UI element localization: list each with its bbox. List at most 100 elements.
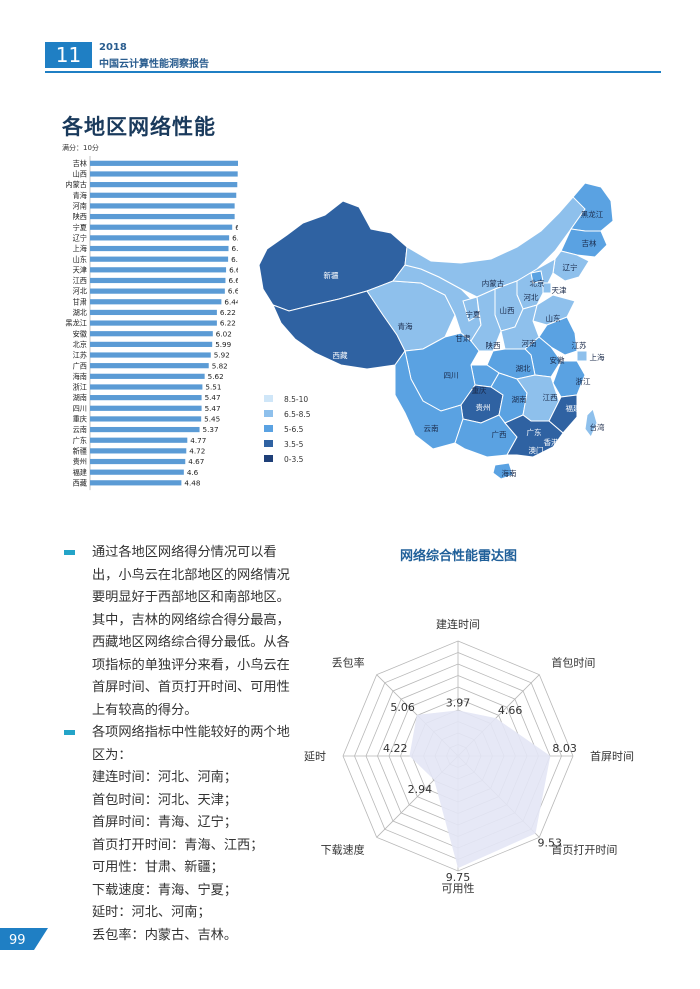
analysis-text: 通过各地区网络得分情况可以看 出，小鸟云在北部地区的网络情况 要明显好于西部地区…	[62, 542, 294, 947]
label-shanghai: 上海	[590, 352, 605, 362]
bar-value-label: 5.37	[203, 425, 219, 434]
province-beijing	[530, 270, 544, 284]
text-line: 首包时间：河北、天津；	[92, 792, 238, 808]
text-line: 要明显好于西部地区和南部地区。	[92, 590, 290, 605]
province-hainan	[492, 462, 514, 480]
label-hebei: 河北	[524, 293, 539, 302]
bar-category-label: 内蒙古	[65, 180, 87, 189]
bar-value-label: 4.67	[188, 457, 204, 466]
bar	[90, 480, 182, 486]
legend-label-4: 3.5-5	[284, 440, 304, 449]
bar-category-label: 青海	[73, 191, 87, 200]
bar-category-label: 云南	[73, 425, 87, 434]
bar	[90, 171, 238, 177]
legend-swatch-3	[264, 425, 273, 432]
bar	[90, 469, 184, 475]
legend-swatch-5	[264, 455, 273, 462]
bar-category-label: 江苏	[73, 351, 87, 360]
label-guangdong: 广东	[527, 427, 542, 437]
bar-category-label: 安徽	[73, 329, 88, 338]
page-number-background	[0, 928, 48, 950]
bar	[90, 160, 238, 166]
bar-category-label: 辽宁	[73, 233, 87, 242]
bar	[90, 352, 211, 358]
radar-axis-label: 延时	[304, 750, 326, 763]
bar-category-label: 海南	[73, 372, 87, 381]
bar	[90, 426, 200, 433]
radar-axis-label: 首页打开时间	[551, 842, 617, 856]
bar-value-label: 5.51	[205, 383, 221, 392]
section-title: 各地区网络性能	[62, 115, 216, 139]
bar-chart-subtitle: 满分：10分	[62, 143, 99, 152]
radar-axis-label: 下载速度	[321, 842, 365, 856]
bar-category-label: 黑龙江	[65, 319, 87, 328]
bar-value-label: 4.6	[187, 468, 199, 477]
label-shanxi: 山西	[500, 305, 515, 315]
header-divider	[45, 71, 661, 73]
label-shandong: 山东	[546, 313, 561, 323]
bullet-marker	[64, 550, 75, 555]
radar-value-label: 9.75	[446, 871, 471, 884]
label-shaanxi: 陕西	[486, 340, 501, 350]
text-line: 首页打开时间：青海、江西；	[92, 837, 264, 853]
map-labels: 黑龙江 吉林 辽宁 内蒙古 北京 天津 河北 山西 山东 新疆 西藏 青海 甘肃…	[324, 209, 605, 478]
bar	[90, 437, 188, 443]
map-provinces	[258, 182, 614, 480]
text-line: 出，小鸟云在北部地区的网络情况	[92, 567, 290, 583]
radar-value-label: 9.53	[537, 836, 562, 849]
label-hubei: 湖北	[516, 364, 531, 373]
bar	[90, 224, 233, 230]
label-jiangsu: 江苏	[572, 340, 587, 350]
legend-swatch-1	[264, 395, 273, 402]
bar-category-label: 贵州	[73, 457, 87, 466]
report-year: 2018	[99, 42, 127, 53]
label-xizang: 西藏	[333, 350, 348, 360]
province-ningxia	[462, 296, 480, 322]
text-line: 丢包率：内蒙古、吉林。	[92, 927, 238, 943]
bar-value-label: 5.99	[215, 340, 231, 349]
label-heilongjiang: 黑龙江	[581, 209, 604, 219]
label-guangxi: 广西	[492, 429, 507, 439]
bar-value-label: 6.64	[228, 276, 238, 285]
bar	[90, 182, 238, 188]
radar-axis-label: 首屏时间	[590, 749, 634, 763]
bar	[90, 267, 227, 273]
text-line: 通过各地区网络得分情况可以看	[92, 545, 277, 560]
bar-category-label: 湖南	[73, 393, 87, 402]
bar	[90, 416, 202, 422]
label-gansu: 甘肃	[456, 333, 471, 343]
bar-category-label: 北京	[73, 340, 87, 349]
bar	[90, 203, 235, 209]
text-line: 建连时间：河北、河南；	[92, 770, 238, 785]
bar-value-label: 6.97	[235, 223, 238, 232]
bar-value-label: 5.45	[204, 415, 220, 424]
label-tianjin: 天津	[552, 286, 567, 295]
bar-category-label: 江西	[73, 276, 87, 285]
paragraph-summary: 通过各地区网络得分情况可以看 出，小鸟云在北部地区的网络情况 要明显好于西部地区…	[62, 542, 294, 722]
radar-data-area	[409, 710, 551, 869]
bar	[90, 192, 237, 198]
bar-value-label: 6.82	[232, 233, 238, 242]
label-neimenggu: 内蒙古	[482, 278, 505, 288]
label-anhui: 安徽	[550, 355, 565, 365]
province-heilongjiang	[570, 182, 614, 232]
label-aomen: 澳门	[529, 445, 544, 455]
bar-value-label: 5.82	[212, 361, 228, 370]
map-legend: 8.5-10 6.5-8.5 5-6.5 3.5-5 0-3.5	[264, 395, 311, 464]
bar	[90, 288, 225, 294]
text-line: 各项网络指标中性能较好的两个地	[92, 725, 290, 740]
bar	[90, 373, 205, 379]
label-fujian: 福建	[566, 403, 581, 413]
label-henan: 河南	[522, 338, 537, 348]
bar-category-label: 湖北	[73, 308, 87, 317]
bar	[90, 213, 235, 220]
text-line: 可用性：甘肃、新疆；	[92, 860, 224, 875]
legend-label-3: 5-6.5	[284, 425, 304, 434]
chapter-number: 11	[45, 42, 92, 68]
radar-value-label: 3.97	[446, 696, 471, 709]
bar-category-label: 广西	[73, 361, 87, 370]
bar-value-label: 5.47	[205, 393, 221, 402]
bar-category-label: 天津	[73, 265, 87, 274]
text-line: 西藏地区网络综合得分最低。从各	[92, 635, 290, 650]
